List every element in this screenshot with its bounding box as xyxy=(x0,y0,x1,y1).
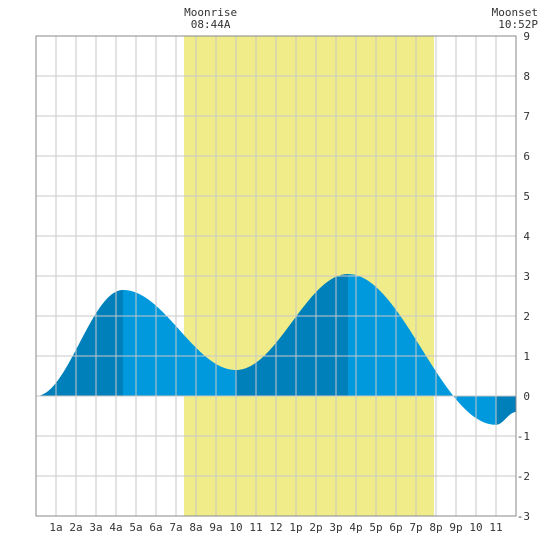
tide-rising-segment xyxy=(496,396,516,425)
moonset-label: Moonset xyxy=(492,6,538,19)
x-tick-label: 7a xyxy=(169,521,182,534)
y-tick-label: -2 xyxy=(517,470,530,483)
grid-lines xyxy=(36,36,516,516)
moonrise-label: Moonrise xyxy=(184,6,237,19)
x-tick-label: 6p xyxy=(389,521,402,534)
y-tick-label: 4 xyxy=(523,230,530,243)
x-tick-label: 11 xyxy=(249,521,262,534)
y-tick-label: 5 xyxy=(523,190,530,203)
x-tick-label: 9a xyxy=(209,521,222,534)
x-tick-label: 9p xyxy=(449,521,462,534)
x-tick-label: 4a xyxy=(109,521,122,534)
x-tick-label: 4p xyxy=(349,521,362,534)
tide-falling-segment xyxy=(348,274,496,425)
x-tick-label: 11 xyxy=(489,521,502,534)
x-tick-label: 1a xyxy=(49,521,62,534)
y-tick-label: 0 xyxy=(523,390,530,403)
moonset-time: 10:52P xyxy=(498,18,538,31)
y-tick-label: 9 xyxy=(523,30,530,43)
x-tick-label: 2a xyxy=(69,521,82,534)
y-tick-label: 3 xyxy=(523,270,530,283)
x-tick-label: 1p xyxy=(289,521,302,534)
y-tick-label: 2 xyxy=(523,310,530,323)
x-tick-label: 5p xyxy=(369,521,382,534)
y-tick-label: -1 xyxy=(517,430,530,443)
y-tick-label: -3 xyxy=(517,510,530,523)
x-tick-label: 12 xyxy=(269,521,282,534)
plot-frame xyxy=(35,35,517,517)
x-axis-ticks: 1a 2a 3a 4a 5a 6a 7a 8a 9a 10 11 12 1p 2p 3p 4p 5p 6p 7p 8p… xyxy=(49,521,502,534)
x-tick-label: 7p xyxy=(409,521,422,534)
x-tick-label: 2p xyxy=(309,521,322,534)
y-tick-label: 7 xyxy=(523,110,530,123)
x-tick-label: 8a xyxy=(189,521,202,534)
x-tick-label: 10 xyxy=(229,521,242,534)
x-tick-label: 10 xyxy=(469,521,482,534)
x-tick-label: 8p xyxy=(429,521,442,534)
x-tick-label: 6a xyxy=(149,521,162,534)
y-axis-ticks: -3 -2 -1 0 1 2 3 4 5 6 7 8 9 xyxy=(517,30,531,523)
moonrise-time: 08:44A xyxy=(191,18,231,31)
x-tick-label: 3a xyxy=(89,521,102,534)
x-tick-label: 5a xyxy=(129,521,142,534)
y-tick-label: 6 xyxy=(523,150,530,163)
tide-rising-segment xyxy=(236,274,348,396)
y-tick-label: 1 xyxy=(523,350,530,363)
x-tick-label: 3p xyxy=(329,521,342,534)
y-tick-label: 8 xyxy=(523,70,530,83)
